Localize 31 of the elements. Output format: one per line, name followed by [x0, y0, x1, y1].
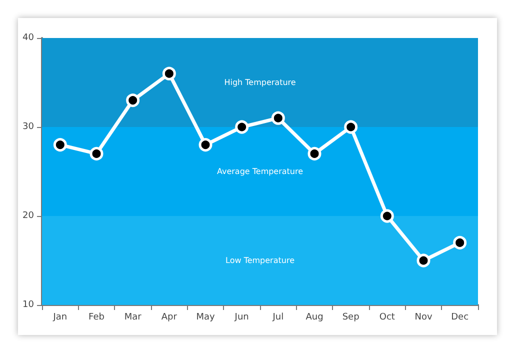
- point: [126, 94, 140, 108]
- x-tick-label: Feb: [88, 312, 105, 322]
- band-label: High Temperature: [224, 78, 296, 87]
- point: [416, 254, 430, 268]
- point: [162, 66, 176, 80]
- y-tick-label: 30: [22, 122, 34, 132]
- point: [308, 146, 322, 160]
- point: [235, 120, 249, 134]
- y-tick-label: 20: [22, 211, 34, 221]
- x-tick-label: Sep: [342, 312, 360, 322]
- x-tick-label: Jan: [52, 312, 68, 322]
- x-tick-label: Nov: [414, 312, 433, 322]
- point: [53, 138, 67, 152]
- point: [380, 209, 394, 223]
- band-label: Average Temperature: [216, 167, 304, 176]
- point: [90, 146, 104, 160]
- x-tick-label: Mar: [124, 312, 142, 322]
- x-tick-label: May: [196, 312, 216, 322]
- y-tick-label: 40: [22, 33, 34, 43]
- x-tick-label: Apr: [161, 312, 178, 322]
- band-label: Low Temperature: [226, 256, 295, 265]
- x-tick-label: Aug: [306, 312, 324, 322]
- x-tick-label: Oct: [379, 312, 396, 322]
- y-tick-label: 10: [22, 300, 34, 310]
- x-tick-label: Dec: [451, 312, 469, 322]
- x-tick-label: Jul: [272, 312, 284, 322]
- x-tick-label: Jun: [234, 312, 249, 322]
- point: [198, 138, 212, 152]
- point: [453, 236, 467, 250]
- point: [344, 120, 358, 134]
- point: [271, 111, 285, 125]
